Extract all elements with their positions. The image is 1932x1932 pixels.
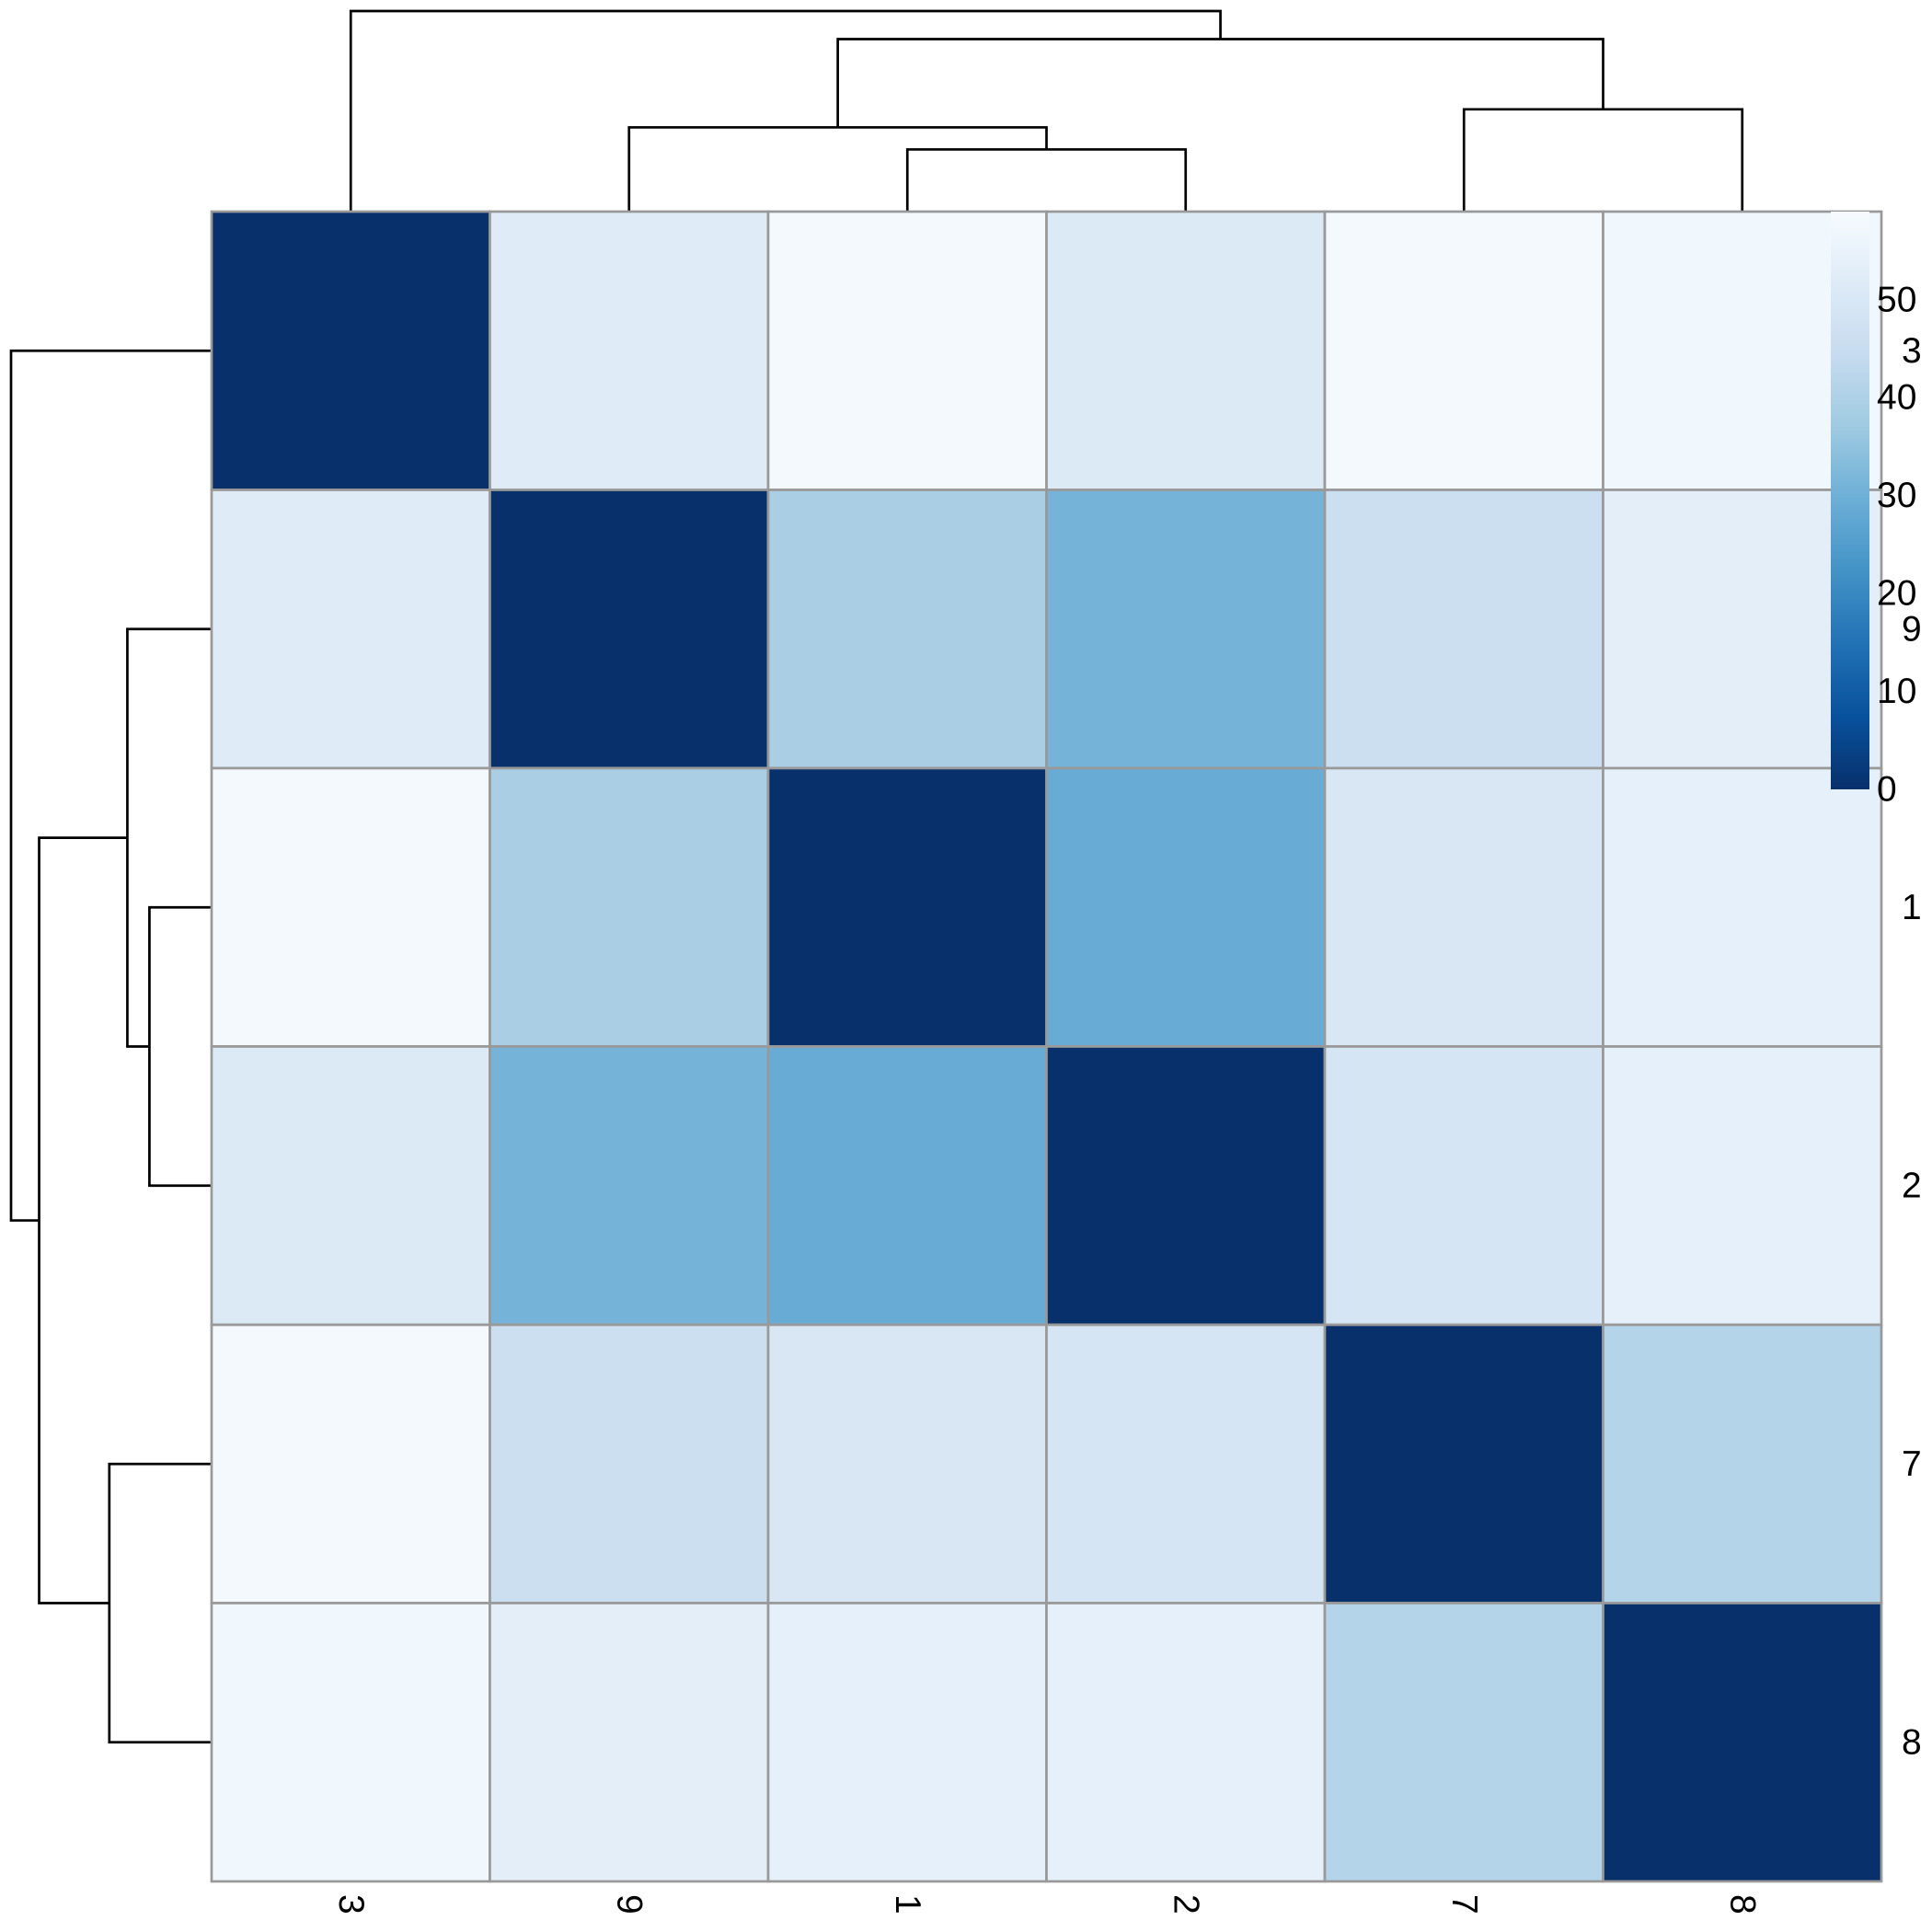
heatmap-cell (489, 1045, 770, 1327)
heatmap-cell (1602, 1045, 1883, 1327)
heatmap-cell (1323, 1602, 1604, 1883)
heatmap-cell (1602, 1602, 1883, 1883)
heatmap-cell (489, 210, 770, 491)
heatmap-cell (1045, 766, 1327, 1048)
heatmap-cell (1045, 210, 1327, 491)
column-label: 9 (609, 1894, 649, 1915)
color-legend: 0 10 20 30 40 50 (1831, 212, 1916, 810)
column-labels: 3 9 1 2 7 8 (331, 1894, 1763, 1915)
heatmap-cell (1323, 489, 1604, 770)
heatmap-cell (766, 1323, 1048, 1604)
row-label: 3 (1902, 331, 1922, 371)
row-label: 7 (1902, 1444, 1922, 1484)
heatmap-cell (1323, 766, 1604, 1048)
heatmap-cell (210, 489, 491, 770)
heatmap-cell (1045, 489, 1327, 770)
column-label: 8 (1722, 1894, 1762, 1915)
legend-tick-label: 40 (1877, 378, 1916, 418)
row-label: 1 (1902, 888, 1922, 927)
column-dendrogram (349, 9, 1744, 212)
heatmap-cell (1602, 1323, 1883, 1604)
column-label: 1 (888, 1894, 927, 1915)
heatmap-cell (210, 1045, 491, 1327)
heatmap-cell (766, 1602, 1048, 1883)
heatmap-cell (489, 489, 770, 770)
heatmap-cell (1045, 1323, 1327, 1604)
heatmap-cell (489, 1602, 770, 1883)
heatmap-cell (766, 766, 1048, 1048)
column-label: 3 (331, 1894, 371, 1915)
legend-tick-label: 0 (1877, 770, 1897, 810)
heatmap-cell (210, 1323, 491, 1604)
legend-color-bar (1831, 212, 1869, 789)
column-label: 7 (1444, 1894, 1484, 1915)
legend-tick-label: 20 (1877, 574, 1916, 614)
legend-ticks: 0 10 20 30 40 50 (1877, 280, 1916, 809)
heatmap-cell (766, 1045, 1048, 1327)
row-label: 8 (1902, 1722, 1922, 1762)
heatmap-cell (1323, 1045, 1604, 1327)
legend-tick-label: 50 (1877, 280, 1916, 319)
heatmap-cell (766, 210, 1048, 491)
legend-tick-label: 10 (1877, 672, 1916, 711)
row-label: 9 (1902, 609, 1922, 649)
dendrogram-branch (9, 349, 212, 1222)
column-label: 2 (1166, 1894, 1205, 1915)
legend-tick-label: 30 (1877, 476, 1916, 515)
heatmap-cell (1045, 1602, 1327, 1883)
heatmap-cell (210, 1602, 491, 1883)
dendrogram-branch (349, 9, 1222, 212)
heatmap-cells (210, 210, 1883, 1883)
heatmap-cell (1323, 1323, 1604, 1604)
row-label: 2 (1902, 1166, 1922, 1205)
heatmap-cell (489, 1323, 770, 1604)
heatmap-cell (210, 210, 491, 491)
heatmap-cell (210, 766, 491, 1048)
heatmap-cell (766, 489, 1048, 770)
heatmap-cell (1602, 766, 1883, 1048)
row-labels: 3 9 1 2 7 8 (1902, 331, 1922, 1763)
heatmap-cell (1045, 1045, 1327, 1327)
row-dendrogram (9, 349, 212, 1744)
heatmap-cell (1323, 210, 1604, 491)
heatmap-cell (489, 766, 770, 1048)
